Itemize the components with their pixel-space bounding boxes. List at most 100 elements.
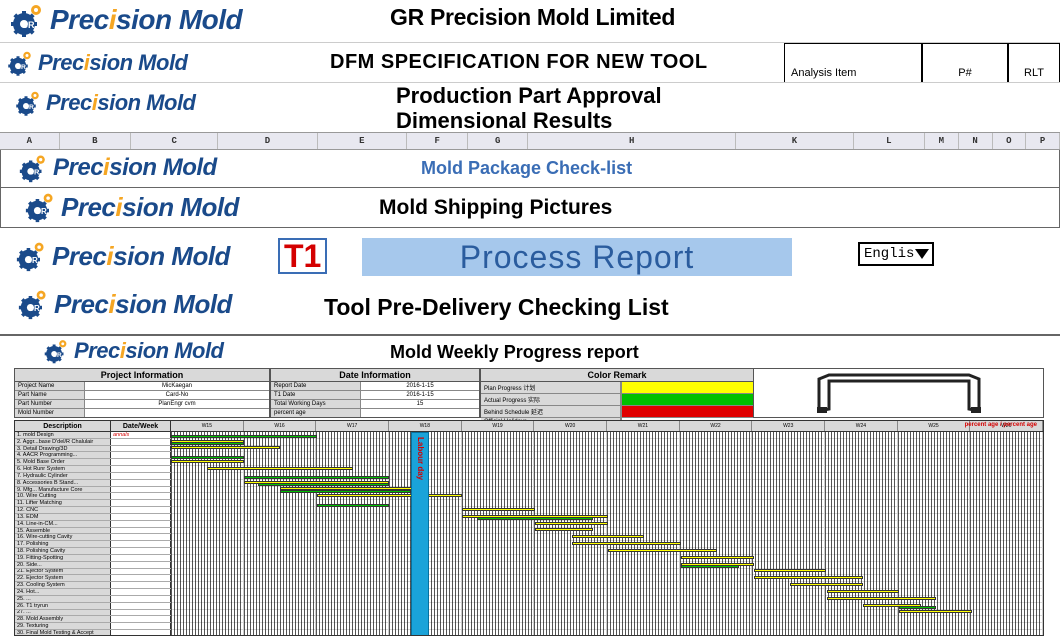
language-dropdown[interactable]: Englis [858, 242, 934, 266]
col-header: K [736, 133, 853, 149]
col-header: O [993, 133, 1027, 149]
gantt-bar [258, 483, 389, 486]
gantt-bar [572, 542, 681, 545]
svg-text:GR: GR [21, 20, 35, 30]
gantt-bar [754, 576, 863, 579]
gantt-bar [535, 522, 608, 525]
task-row: 3. Detail Drawing/3D [15, 446, 171, 453]
gantt-bar [171, 435, 317, 438]
row-weekly-progress: GR Precision Mold Mold Weekly Progress r… [0, 334, 1060, 634]
gantt-bar [171, 460, 244, 463]
process-report-title: Process Report [362, 238, 792, 276]
color-remark-section: Color Remark Plan Progress 计划Actual Prog… [480, 368, 754, 418]
svg-text:GR: GR [28, 168, 40, 177]
gantt-bar [790, 583, 863, 586]
dfm-right-table: Analysis Item P# RLT [784, 43, 1060, 83]
task-row: 12. CNC [15, 507, 171, 514]
task-row: 30. Final Mold Testing & Accept [15, 630, 171, 636]
task-row: 4. AACR Programming... [15, 452, 171, 459]
gantt-bar [317, 494, 463, 497]
task-row: 11. Lifter Matching [15, 500, 171, 507]
gantt-bar [317, 504, 390, 507]
task-row: 18. Polishing Cavity [15, 548, 171, 555]
col-header: M [925, 133, 959, 149]
task-row: 6. Hot Runr System [15, 466, 171, 473]
task-row: 19. Fitting-Spotting [15, 555, 171, 562]
task-row: 2. Aggr...base D'del/R Chalulair [15, 439, 171, 446]
info-block: Project Information Project NameMicKaega… [14, 368, 1044, 418]
gantt-bar [681, 565, 739, 568]
task-row: 25. ... [15, 596, 171, 603]
task-row: 9. Mfg... Manufacture Core [15, 487, 171, 494]
row-ppap: GR Precision Mold Production Part Approv… [0, 82, 1060, 132]
row-predelivery: GR Precision Mold Tool Pre-Delivery Chec… [0, 282, 1060, 332]
task-row: 7. Hydraulic Cylinder [15, 473, 171, 480]
task-row: 22. Ejector System [15, 575, 171, 582]
ppap-title: Production Part Approval Dimensional Res… [396, 83, 662, 134]
col-header: P [1026, 133, 1060, 149]
rlt-cell: RLT [1008, 43, 1060, 83]
task-row: 28. Mold Assembly [15, 616, 171, 623]
gantt-bar [535, 528, 593, 531]
percent-age-label: percent age / percent age [965, 422, 1037, 428]
svg-text:GR: GR [24, 104, 34, 111]
col-header: L [854, 133, 925, 149]
project-info-section: Project Information Project NameMicKaega… [14, 368, 270, 418]
brand-logo: GR Precision Mold [8, 2, 242, 38]
gantt-bar [462, 508, 535, 511]
gantt-weeks-header: W15W16W17W18W19W20W21W22W23W24W25W26 [171, 421, 1043, 431]
dfm-title: DFM SPECIFICATION FOR NEW TOOL [330, 51, 708, 74]
task-row: 21. Ejector System [15, 569, 171, 576]
weekly-progress-title: Mold Weekly Progress report [390, 342, 639, 363]
t1-badge: T1 [278, 238, 327, 274]
gantt-bar [608, 549, 717, 552]
task-row: 1. mold Designannals [15, 432, 171, 439]
gantt-bar [280, 490, 411, 493]
gantt-bar [899, 606, 935, 609]
gantt-bar [681, 556, 754, 559]
gantt-bar [899, 610, 972, 613]
brand-logo: GR Precision Mold [16, 288, 232, 320]
col-header: C [131, 133, 218, 149]
brand-logo: GR Precision Mold [14, 89, 196, 117]
gantt-bar [244, 476, 390, 479]
analysis-item-cell: Analysis Item [784, 43, 922, 83]
task-row: 8. Accessories B Stand... [15, 480, 171, 487]
gantt-bar [171, 442, 244, 445]
svg-text:GR: GR [52, 352, 62, 359]
chevron-down-icon [915, 249, 929, 259]
task-row: 24. Hot... [15, 589, 171, 596]
task-row: 27. ... [15, 610, 171, 617]
row-package-checklist: GR Precision Mold Mold Package Check-lis… [0, 150, 1060, 188]
task-row: 15. Assemble [15, 528, 171, 535]
gantt-bar [171, 446, 280, 449]
task-row: 13. EDM [15, 514, 171, 521]
task-row: 10. Wire Cutting [15, 493, 171, 500]
row-dfm-spec: GR Precision Mold DFM SPECIFICATION FOR … [0, 42, 1060, 82]
spreadsheet-column-strip: ABCDEFGHKLMNOP [0, 132, 1060, 150]
project-info-body: Project NameMicKaeganPart NameCard-NoPar… [15, 382, 269, 417]
task-row: 29. Texturing [15, 623, 171, 630]
shipping-pictures-title: Mold Shipping Pictures [379, 196, 612, 220]
task-row: 14. Line-in-CM... [15, 521, 171, 528]
part-image [754, 368, 1044, 418]
col-header: G [468, 133, 528, 149]
row-process-report: GR Precision Mold T1 Process Report Engl… [0, 232, 1060, 282]
gantt-bar [572, 535, 645, 538]
task-row: 26. T1 tryrun [15, 603, 171, 610]
predelivery-title: Tool Pre-Delivery Checking List [324, 294, 669, 321]
gantt-bar [171, 456, 244, 459]
date-info-section: Date Information Report Date2016-1-15T1 … [270, 368, 480, 418]
labour-day-column: Labour day [411, 432, 429, 636]
col-header: D [218, 133, 317, 149]
company-title: GR Precision Mold Limited [390, 4, 675, 31]
package-checklist-title: Mold Package Check-list [421, 158, 632, 179]
gantt-header: Description Date/Week W15W16W17W18W19W20… [15, 421, 1043, 432]
col-header: B [60, 133, 131, 149]
brand-logo: GR Precision Mold [17, 153, 217, 183]
task-row: 17. Polishing [15, 541, 171, 548]
brand-logo: GR Precision Mold [42, 338, 224, 364]
task-row: 16. Wire-cutting Cavity [15, 534, 171, 541]
svg-text:GR: GR [26, 256, 38, 265]
date-info-body: Report Date2016-1-15T1 Date2016-1-15Tota… [271, 382, 479, 417]
